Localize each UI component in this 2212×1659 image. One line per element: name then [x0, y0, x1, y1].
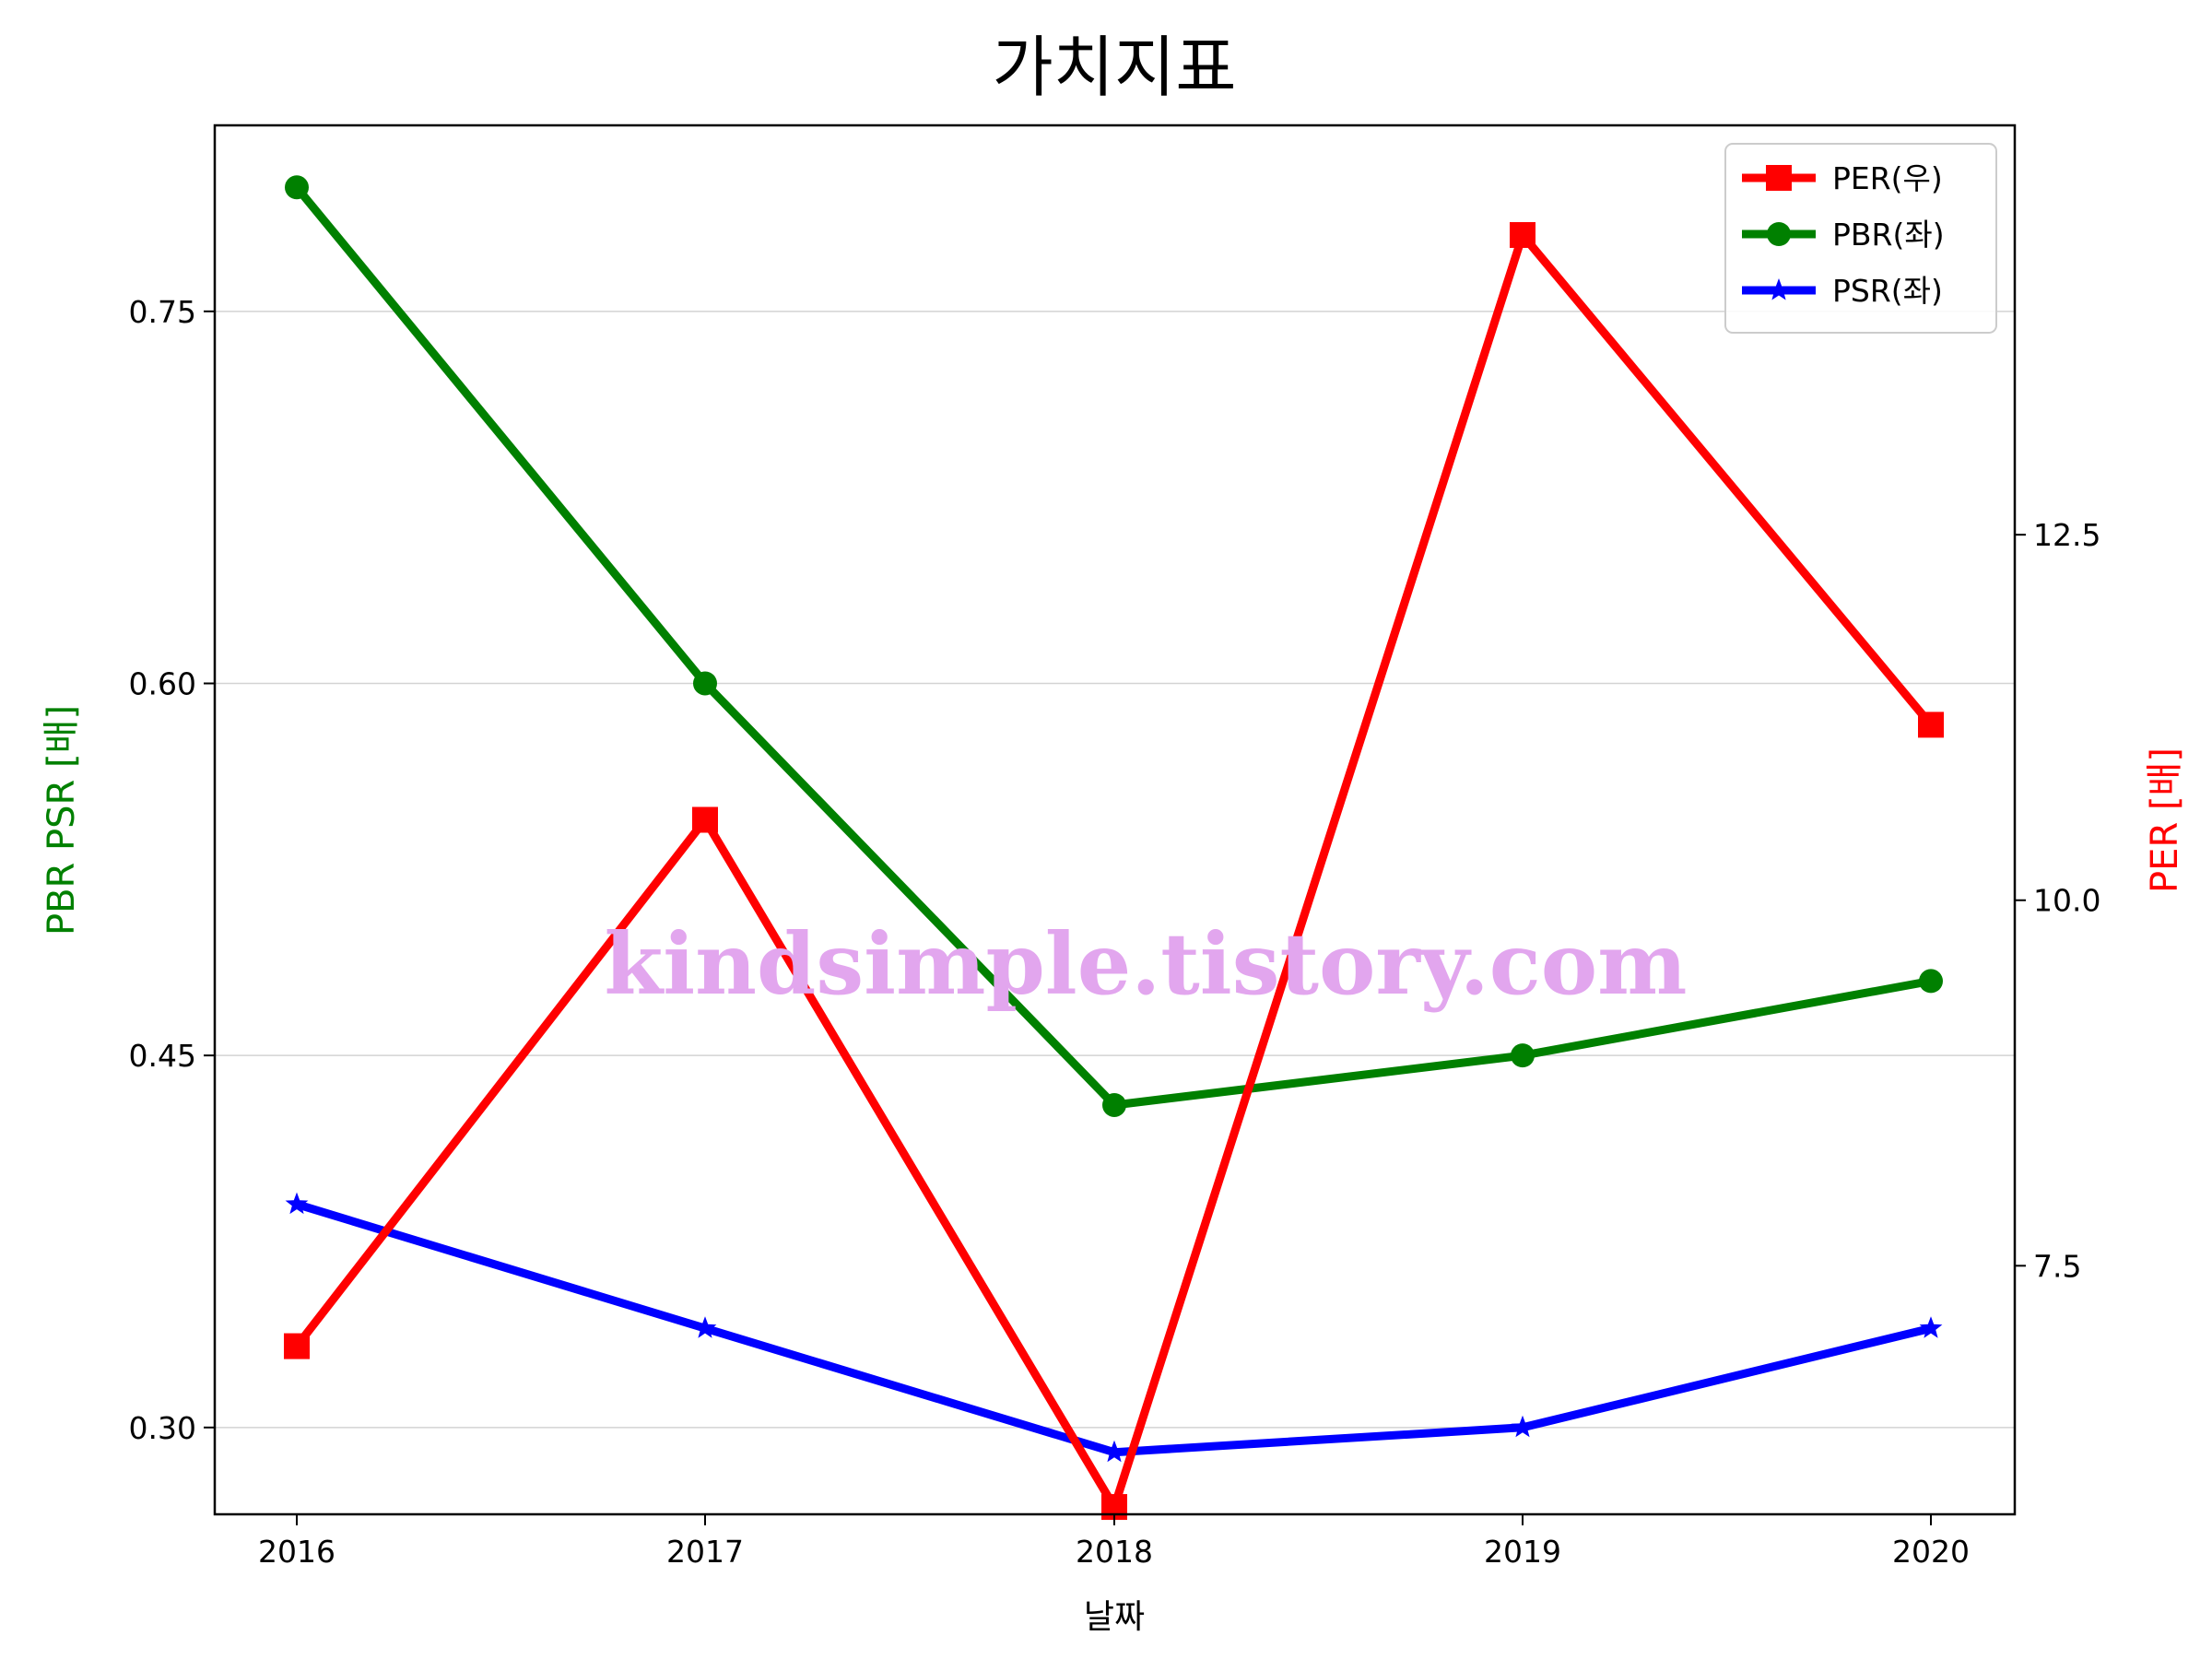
- series-layer: [284, 175, 1944, 1521]
- series-line: [293, 226, 1935, 1517]
- x-tick-label: 2019: [1484, 1534, 1561, 1570]
- legend-label: PSR(좌): [1832, 273, 1943, 309]
- series-circle: [285, 175, 1943, 1117]
- legend-entry: PER(우): [1742, 160, 1943, 196]
- x-tick-label: 2020: [1892, 1534, 1970, 1570]
- legend-entry: PSR(좌): [1742, 273, 1943, 309]
- data-point: [1510, 221, 1535, 248]
- data-point: [692, 806, 718, 833]
- left-y-tick-label: 0.30: [129, 1410, 196, 1446]
- data-point: [693, 671, 717, 696]
- legend-marker: [1767, 222, 1791, 246]
- data-point: [1511, 1415, 1535, 1438]
- data-point: [1919, 1316, 1943, 1338]
- right-y-tick-label: 7.5: [2033, 1248, 2081, 1284]
- legend-marker: [1767, 278, 1791, 300]
- legend-label: PER(우): [1832, 160, 1943, 196]
- right-y-axis-label: PER [배]: [2144, 747, 2186, 893]
- watermark-text: kindsimple.tistory.com: [604, 914, 1687, 1014]
- series-square: [284, 221, 1944, 1521]
- data-point: [693, 1316, 717, 1338]
- data-point: [1918, 712, 1944, 738]
- left-y-axis-label: PBR PSR [배]: [41, 705, 83, 935]
- legend-label: PBR(좌): [1832, 217, 1945, 253]
- data-point: [1102, 1440, 1126, 1463]
- data-point: [285, 175, 309, 200]
- series-line: [295, 1200, 1933, 1457]
- data-point: [285, 1192, 309, 1215]
- data-point: [284, 1333, 310, 1359]
- legend-entry: PBR(좌): [1742, 217, 1945, 253]
- legend: PER(우) PBR(좌) PSR(좌): [1724, 143, 1997, 334]
- data-point: [1511, 1043, 1535, 1068]
- grid-lines: [215, 311, 2015, 1429]
- left-y-tick-label: 0.45: [129, 1038, 196, 1074]
- left-y-tick-label: 0.75: [129, 294, 196, 330]
- legend-box: [1724, 143, 1997, 334]
- right-y-tick-label: 10.0: [2033, 883, 2100, 919]
- series-star: [285, 1192, 1943, 1463]
- data-point: [1102, 1092, 1126, 1117]
- axes: 0.30 0.45 0.60 0.75 7.5 10.0 12.5 2016 2017 2018 2…: [129, 294, 2101, 1570]
- data-point: [1919, 969, 1943, 994]
- right-y-tick-label: 12.5: [2033, 517, 2100, 553]
- x-tick-label: 2016: [258, 1534, 335, 1570]
- legend-marker: [1766, 165, 1792, 191]
- plot-frame: [213, 124, 2017, 1516]
- left-y-tick-label: 0.60: [129, 665, 196, 701]
- x-tick-label: 2017: [666, 1534, 744, 1570]
- x-axis-label: 날짜: [1084, 1598, 1145, 1636]
- chart-title: 가치지표: [993, 29, 1237, 106]
- x-tick-label: 2018: [1076, 1534, 1153, 1570]
